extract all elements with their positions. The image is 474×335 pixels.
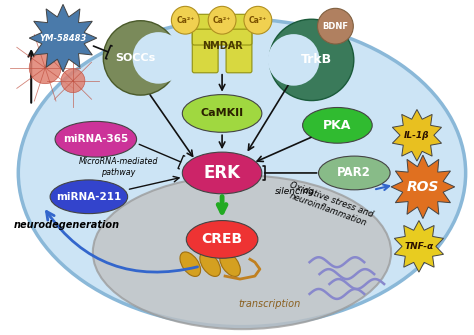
Text: TrkB: TrkB bbox=[301, 53, 332, 66]
Ellipse shape bbox=[302, 108, 372, 143]
Text: transcription: transcription bbox=[239, 299, 301, 309]
FancyArrowPatch shape bbox=[46, 211, 198, 272]
Text: miRNA-211: miRNA-211 bbox=[56, 192, 121, 202]
Text: miRNA-365: miRNA-365 bbox=[63, 134, 128, 144]
Ellipse shape bbox=[319, 156, 390, 190]
Polygon shape bbox=[392, 110, 441, 161]
Ellipse shape bbox=[186, 220, 258, 258]
Polygon shape bbox=[391, 155, 455, 218]
Text: PKA: PKA bbox=[323, 119, 352, 132]
Text: PAR2: PAR2 bbox=[337, 166, 371, 180]
Polygon shape bbox=[29, 4, 97, 72]
Text: IL-1β: IL-1β bbox=[404, 131, 430, 140]
FancyBboxPatch shape bbox=[192, 29, 252, 45]
Text: CaMKII: CaMKII bbox=[201, 109, 244, 119]
Text: silencing: silencing bbox=[274, 187, 315, 196]
Ellipse shape bbox=[93, 176, 391, 329]
Ellipse shape bbox=[220, 252, 240, 276]
Polygon shape bbox=[394, 220, 444, 272]
Ellipse shape bbox=[182, 94, 262, 132]
Ellipse shape bbox=[18, 19, 465, 327]
Ellipse shape bbox=[50, 180, 128, 214]
Circle shape bbox=[208, 6, 236, 34]
Ellipse shape bbox=[268, 34, 319, 86]
Text: NMDAR: NMDAR bbox=[202, 41, 243, 51]
Circle shape bbox=[61, 69, 85, 92]
Ellipse shape bbox=[200, 252, 220, 276]
Ellipse shape bbox=[133, 32, 184, 84]
Circle shape bbox=[29, 52, 61, 84]
Text: ERK: ERK bbox=[204, 164, 241, 182]
FancyBboxPatch shape bbox=[192, 14, 218, 73]
Text: neurodegeneration: neurodegeneration bbox=[13, 219, 119, 229]
Text: SOCCs: SOCCs bbox=[116, 53, 156, 63]
Ellipse shape bbox=[55, 121, 137, 157]
Ellipse shape bbox=[269, 19, 354, 100]
Circle shape bbox=[318, 8, 353, 44]
Circle shape bbox=[172, 6, 199, 34]
Text: BDNF: BDNF bbox=[322, 22, 348, 31]
Text: Oxidative stress and
neuroinflammation: Oxidative stress and neuroinflammation bbox=[284, 181, 374, 229]
Circle shape bbox=[244, 6, 272, 34]
Text: CREB: CREB bbox=[201, 232, 243, 247]
Ellipse shape bbox=[103, 21, 178, 95]
Text: Ca²⁺: Ca²⁺ bbox=[176, 16, 194, 25]
Text: Ca²⁺: Ca²⁺ bbox=[249, 16, 267, 25]
Text: TNF-α: TNF-α bbox=[404, 242, 434, 251]
Text: ROS: ROS bbox=[407, 180, 439, 194]
FancyBboxPatch shape bbox=[226, 14, 252, 73]
Text: Ca²⁺: Ca²⁺ bbox=[213, 16, 231, 25]
Text: MicroRNA-mediated
pathway: MicroRNA-mediated pathway bbox=[79, 157, 158, 177]
Ellipse shape bbox=[180, 252, 201, 276]
Ellipse shape bbox=[182, 152, 262, 194]
Text: YM-58483: YM-58483 bbox=[39, 34, 87, 43]
